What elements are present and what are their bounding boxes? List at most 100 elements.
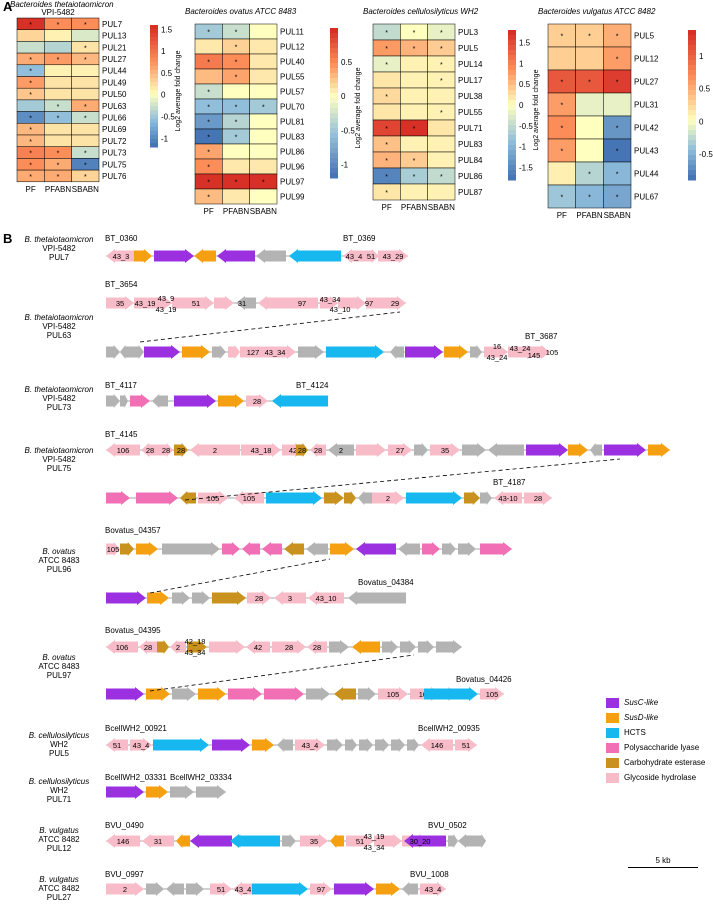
gene-arrow [480, 542, 512, 556]
gene-arrow [252, 738, 274, 752]
colorbar-tick: -1.5 [519, 164, 533, 173]
colorbar-segment [508, 50, 516, 56]
colorbar-segment [330, 33, 338, 39]
gene-arrow [358, 491, 372, 505]
gene-arrow [106, 443, 140, 457]
significance-star: * [84, 57, 87, 64]
colorbar-segment [688, 125, 696, 131]
gene-arrow [130, 738, 152, 752]
gene-family-label: 42 [254, 643, 262, 652]
heatmap-row-label: PUL99 [280, 193, 305, 202]
colorbar-segment [688, 105, 696, 111]
heatmap-row-label: PUL66 [102, 113, 127, 122]
gene-family-label: 43_4 [133, 741, 150, 750]
gene-family-label: 2 [386, 494, 390, 503]
colorbar-segment [150, 118, 158, 124]
colorbar-segment [688, 60, 696, 66]
gene-arrow [136, 491, 178, 505]
colorbar-tick: -1 [161, 134, 169, 143]
locus-0: 43_3 43_4 51 43_29 BT_0360 BT_0369 [105, 234, 408, 263]
heatmap-row-label: PUL11 [280, 28, 304, 37]
heatmap-column-label: PFABN [576, 211, 602, 220]
gene-arrow [352, 640, 380, 654]
gene-arrow [106, 394, 120, 408]
colorbar-segment [150, 122, 158, 128]
significance-star: * [385, 126, 388, 133]
gene-arrow [247, 591, 271, 605]
colorbar-segment [688, 65, 696, 71]
gene-arrow [106, 345, 120, 359]
colorbar-segment [330, 83, 338, 89]
colorbar-segment [688, 80, 696, 86]
colorbar-segment [508, 170, 516, 176]
colorbar-segment [330, 148, 338, 154]
colorbar-segment [150, 98, 158, 103]
significance-star: * [29, 115, 32, 122]
gene-family-label: 43_34 [185, 648, 206, 657]
gene-family-label: 43_34 [265, 348, 286, 357]
heatmap-column-label: PF [26, 185, 36, 194]
gene-id-label: BVU_1008 [410, 870, 449, 879]
heatmap-row-label: PUL86 [458, 172, 483, 181]
gene-arrow [462, 443, 486, 457]
gene-arrow [514, 345, 550, 359]
gene-arrow [106, 785, 144, 799]
gene-arrow [186, 882, 204, 896]
colorbar-segment [508, 75, 516, 81]
gene-arrow [180, 491, 196, 505]
legend-swatch [606, 697, 619, 708]
gene-arrow [136, 542, 158, 556]
gene-id-label: BVU_0490 [105, 821, 144, 830]
gene-id-label: Bovatus_04357 [105, 526, 161, 535]
gene-family-label: 43-10 [498, 494, 517, 503]
significance-star: * [413, 174, 416, 181]
locus-3: 28 BT_4117 BT_4124 [105, 381, 329, 408]
heatmap-row-label: PUL38 [458, 92, 483, 101]
colorbar-segment [150, 90, 158, 95]
gene-arrow [172, 591, 190, 605]
heatmap-row-label: PUL76 [102, 172, 127, 181]
locus-label-pul7: B. thetaiotaomicron VPI-5482 PUL7 [24, 235, 94, 262]
gene-arrow [134, 296, 172, 310]
significance-star: * [440, 78, 443, 85]
gene-arrow [146, 882, 164, 896]
colorbar-segment [150, 73, 158, 79]
scale-bar: 5 kb [628, 856, 698, 868]
gene-arrow [308, 591, 344, 605]
colorbar-segment [508, 105, 516, 111]
colorbar-segment [150, 94, 158, 99]
significance-star: * [235, 135, 238, 142]
locus-label-pul96: B. ovatus ATCC 8483 PUL96 [38, 547, 80, 574]
colorbar-label: Log2 average fold change [533, 69, 540, 150]
significance-star: * [57, 162, 60, 169]
gene-family-label: 105 [243, 494, 256, 503]
significance-star: * [440, 174, 443, 181]
gene-arrow [262, 542, 282, 556]
colorbar-segment [330, 168, 338, 174]
significance-star: * [262, 105, 265, 112]
colorbar-segment [330, 53, 338, 59]
colorbar-tick: -1 [341, 160, 349, 169]
colorbar-segment [330, 43, 338, 49]
colorbar-segment [688, 120, 696, 126]
gene-family-label: 97 [365, 299, 373, 308]
colorbar-segment [150, 126, 158, 132]
gene-arrow [152, 394, 168, 408]
locus-continuation-line [184, 458, 621, 501]
gene-arrow [568, 443, 588, 457]
gene-arrow [139, 640, 157, 654]
colorbar-segment [150, 29, 158, 34]
gene-family-label: 2 [339, 446, 343, 455]
colorbar-segment [508, 110, 516, 116]
gene-arrow [327, 738, 343, 752]
gene-arrow [406, 491, 462, 505]
heatmap-row-label: PUL21 [102, 43, 127, 52]
significance-star: * [588, 195, 591, 202]
gene-family-label: 28 [285, 643, 293, 652]
significance-star: * [616, 195, 619, 202]
significance-star: * [385, 158, 388, 165]
colorbar-segment [508, 55, 516, 61]
significance-star: * [413, 158, 416, 165]
gene-arrow [192, 591, 210, 605]
colorbar-segment [150, 81, 158, 87]
